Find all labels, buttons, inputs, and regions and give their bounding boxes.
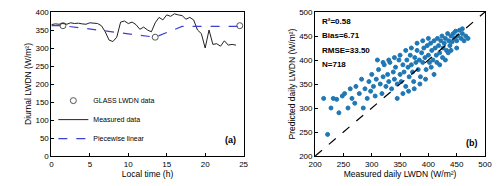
svg-text:GLASS LWDN data: GLASS LWDN data bbox=[93, 97, 154, 104]
svg-text:Measured data: Measured data bbox=[93, 116, 140, 123]
svg-text:0: 0 bbox=[44, 152, 49, 161]
svg-text:300: 300 bbox=[365, 160, 379, 169]
svg-text:200: 200 bbox=[35, 80, 49, 89]
svg-text:200: 200 bbox=[299, 152, 313, 161]
svg-text:Piecewise linear: Piecewise linear bbox=[93, 135, 144, 142]
svg-text:250: 250 bbox=[337, 160, 351, 169]
svg-text:(b): (b) bbox=[466, 138, 478, 148]
svg-text:200: 200 bbox=[308, 160, 322, 169]
svg-text:Local time (h): Local time (h) bbox=[122, 169, 174, 179]
svg-text:400: 400 bbox=[35, 8, 49, 17]
svg-text:R²=0.58: R²=0.58 bbox=[322, 17, 351, 26]
svg-text:350: 350 bbox=[35, 26, 49, 35]
svg-text:350: 350 bbox=[393, 160, 407, 169]
svg-text:20: 20 bbox=[201, 160, 210, 169]
svg-text:250: 250 bbox=[35, 62, 49, 71]
svg-text:Bias=6.71: Bias=6.71 bbox=[322, 31, 360, 40]
svg-text:400: 400 bbox=[299, 56, 313, 65]
svg-text:150: 150 bbox=[35, 98, 49, 107]
svg-text:450: 450 bbox=[450, 160, 464, 169]
svg-text:100: 100 bbox=[35, 116, 49, 125]
svg-text:250: 250 bbox=[299, 128, 313, 137]
svg-text:10: 10 bbox=[124, 160, 133, 169]
svg-text:5: 5 bbox=[88, 160, 93, 169]
svg-text:(a): (a) bbox=[225, 135, 236, 145]
svg-text:RMSE=33.50: RMSE=33.50 bbox=[322, 46, 370, 55]
svg-text:0: 0 bbox=[49, 160, 54, 169]
svg-text:Measured daily LWDN (W/m²): Measured daily LWDN (W/m²) bbox=[344, 169, 457, 179]
svg-text:300: 300 bbox=[299, 104, 313, 113]
svg-text:500: 500 bbox=[299, 8, 313, 17]
svg-text:50: 50 bbox=[40, 134, 49, 143]
svg-text:Diurnal LWDN (W/m²): Diurnal LWDN (W/m²) bbox=[23, 43, 33, 125]
svg-text:500: 500 bbox=[478, 160, 492, 169]
svg-text:450: 450 bbox=[299, 32, 313, 41]
svg-text:Predicted daily LWDN (W/m²): Predicted daily LWDN (W/m²) bbox=[287, 28, 297, 139]
svg-text:400: 400 bbox=[422, 160, 436, 169]
svg-text:15: 15 bbox=[162, 160, 171, 169]
svg-text:25: 25 bbox=[239, 160, 248, 169]
svg-text:350: 350 bbox=[299, 80, 313, 89]
svg-text:N=718: N=718 bbox=[322, 60, 346, 69]
svg-text:300: 300 bbox=[35, 44, 49, 53]
